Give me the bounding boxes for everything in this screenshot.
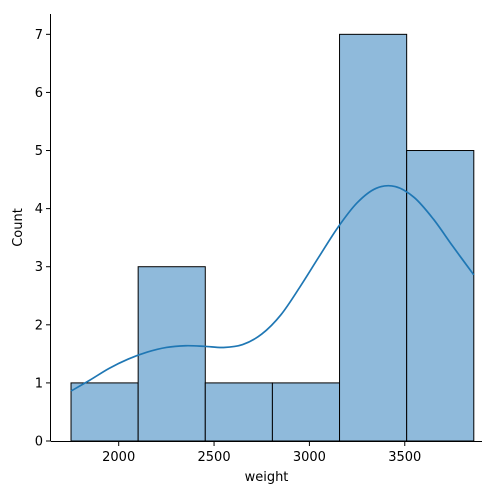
y-tick-label: 1 xyxy=(35,376,43,391)
histogram-bar-1 xyxy=(70,382,139,442)
histogram-bar-6 xyxy=(406,150,475,442)
y-tick-label: 5 xyxy=(35,144,43,159)
histogram-bar-5 xyxy=(339,33,408,442)
y-tick-label: 4 xyxy=(35,202,43,217)
y-axis-ticks: 0 1 2 3 4 5 6 7 xyxy=(35,28,51,450)
y-axis-label: Count xyxy=(11,208,26,247)
y-tick-label: 7 xyxy=(35,28,43,43)
y-tick-label: 0 xyxy=(35,435,43,450)
x-axis-label: weight xyxy=(245,470,289,485)
x-tick-label: 3000 xyxy=(293,450,326,465)
histogram-bar-3 xyxy=(204,382,273,442)
y-tick-label: 6 xyxy=(35,86,43,101)
x-tick-label: 2000 xyxy=(102,450,135,465)
x-axis-ticks: 2000 2500 3000 3500 xyxy=(102,441,421,465)
y-tick-label: 3 xyxy=(35,260,43,275)
y-tick-label: 2 xyxy=(35,318,43,333)
histogram-bars xyxy=(70,33,475,442)
histogram-bar-2 xyxy=(137,266,206,442)
kde-line xyxy=(70,184,475,392)
histogram-bar-4 xyxy=(271,382,341,442)
x-tick-label: 2500 xyxy=(198,450,231,465)
x-tick-label: 3500 xyxy=(388,450,421,465)
